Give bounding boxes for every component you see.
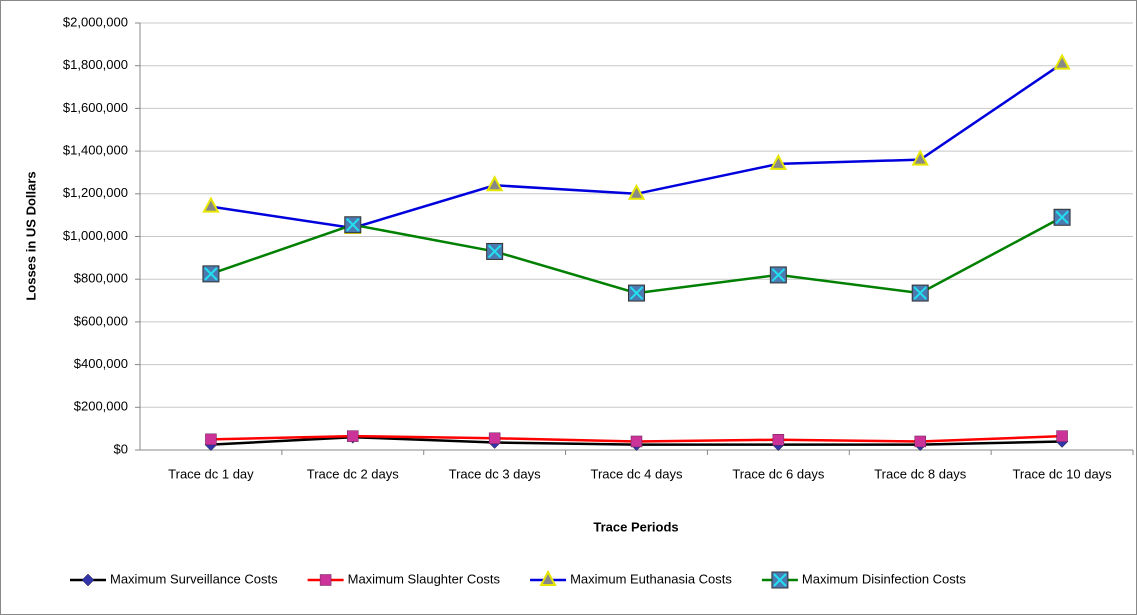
y-tick-label: $1,600,000	[63, 100, 128, 115]
y-tick-label: $200,000	[74, 399, 128, 414]
marker	[486, 242, 504, 260]
x-tick-label: Trace dc 10 days	[1012, 466, 1112, 481]
marker	[488, 432, 501, 445]
y-tick-label: $0	[114, 441, 128, 456]
legend-label: Maximum Surveillance Costs	[110, 571, 278, 586]
x-tick-label: Trace dc 3 days	[449, 466, 542, 481]
x-tick-label: Trace dc 8 days	[874, 466, 967, 481]
marker	[539, 569, 557, 586]
marker	[914, 435, 926, 448]
y-tick-label: $400,000	[74, 356, 128, 371]
y-tick-label: $1,200,000	[63, 185, 128, 200]
marker-cross	[346, 218, 360, 232]
marker	[911, 149, 929, 166]
marker	[769, 153, 788, 170]
marker-cross	[913, 286, 927, 300]
marker-cross	[1055, 210, 1069, 224]
marker	[911, 284, 929, 302]
marker	[319, 574, 332, 586]
legend-label: Maximum Disinfection Costs	[802, 571, 966, 586]
marker	[772, 434, 785, 446]
marker-cross	[204, 267, 218, 281]
marker	[1053, 53, 1071, 70]
y-tick-label: $800,000	[74, 271, 128, 286]
marker-cross	[771, 268, 786, 282]
x-tick-label: Trace dc 4 days	[590, 466, 683, 481]
marker	[771, 571, 789, 589]
marker	[202, 196, 220, 213]
marker	[202, 265, 220, 283]
marker	[81, 573, 95, 587]
marker	[347, 430, 359, 442]
x-tick-label: Trace dc 6 days	[732, 466, 825, 481]
marker-cross	[773, 573, 787, 587]
marker	[769, 266, 787, 284]
legend-label: Maximum Slaughter Costs	[348, 571, 501, 586]
marker-cross	[487, 244, 502, 259]
marker-cross	[629, 286, 644, 300]
marker	[1056, 430, 1068, 442]
marker	[205, 433, 217, 446]
x-axis-title: Trace Periods	[593, 519, 678, 534]
marker	[485, 175, 504, 192]
x-tick-label: Trace dc 1 day	[168, 466, 254, 481]
marker	[628, 284, 645, 302]
x-tick-label: Trace dc 2 days	[307, 466, 400, 481]
y-tick-label: $1,800,000	[63, 57, 128, 72]
marker	[1053, 208, 1071, 226]
legend-label: Maximum Euthanasia Costs	[570, 571, 732, 586]
y-tick-label: $600,000	[74, 313, 128, 328]
y-axis-title: Losses in US Dollars	[23, 171, 38, 300]
y-tick-label: $2,000,000	[63, 14, 128, 29]
marker	[630, 435, 643, 448]
y-tick-label: $1,400,000	[63, 143, 128, 158]
marker	[627, 183, 646, 200]
y-tick-label: $1,000,000	[63, 228, 128, 243]
marker	[344, 216, 362, 234]
